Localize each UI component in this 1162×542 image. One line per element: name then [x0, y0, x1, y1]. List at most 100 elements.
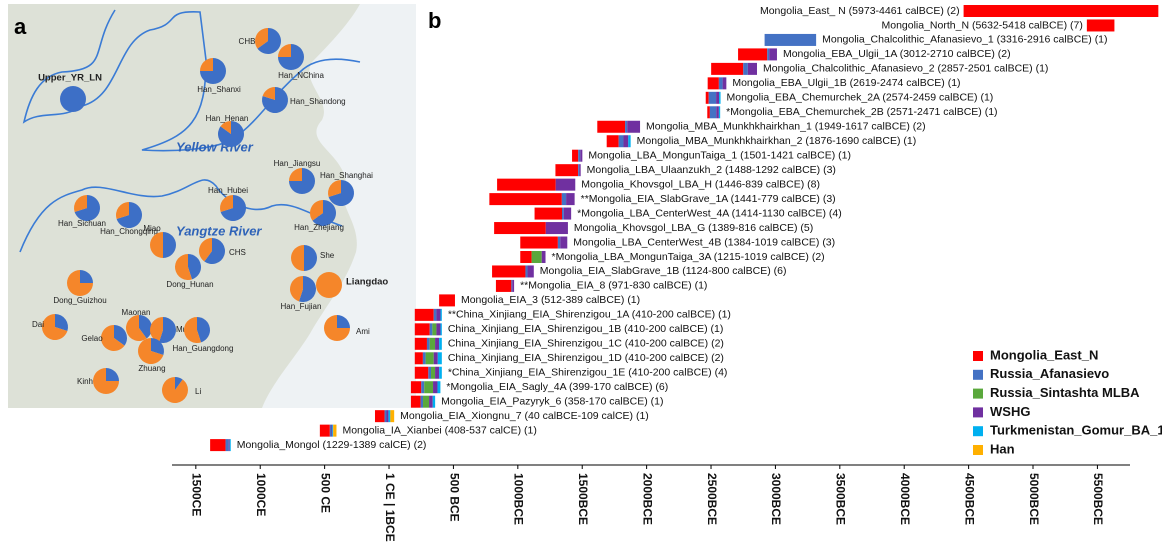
- bar-segment: [578, 150, 580, 162]
- x-tick-label: 500 CE: [318, 473, 332, 513]
- bar-segment: [226, 439, 229, 451]
- row-label: **China_Xinjiang_EIA_Shirenzigou_1A (410…: [448, 309, 731, 321]
- pie-label: CHB: [239, 37, 256, 46]
- figure: Yellow River Yangtze River a b Upper_YR_…: [0, 0, 1162, 542]
- bar-segment: [431, 367, 435, 379]
- x-tick-label: 3000BCE: [769, 473, 783, 525]
- bar-segment: [415, 367, 429, 379]
- bar-segment: [512, 280, 514, 292]
- bar-segment: [625, 121, 627, 133]
- bar-segment: [566, 193, 575, 205]
- bar-segment: [572, 150, 578, 162]
- bar-segment: [421, 396, 423, 408]
- pie-label: Han_Sichuan: [58, 219, 106, 228]
- bar-segment: [511, 280, 512, 292]
- row-label: *China_Xinjiang_EIA_Shirenzigou_1E (410-…: [448, 367, 728, 379]
- pie-label: Han_Jiangsu: [274, 159, 321, 168]
- x-tick-label: 500 BCE: [447, 473, 461, 522]
- pie-label: Dong_Guizhou: [53, 296, 106, 305]
- bar-segment: [390, 410, 394, 422]
- panel-label: b: [428, 8, 441, 33]
- bar-segment: [433, 381, 437, 393]
- bar-segment: [525, 265, 527, 277]
- bar-segment: [330, 425, 332, 437]
- bar-segment: [332, 425, 333, 437]
- x-tick-label: 5000BCE: [1027, 473, 1041, 525]
- bar-segment: [436, 309, 440, 321]
- row-label: Mongolia_LBA_MongunTaiga_1 (1501-1421 ca…: [588, 149, 851, 161]
- bar-segment: [492, 265, 525, 277]
- row-label: Mongolia_MBA_Munkhkhairkhan_2 (1876-1690…: [637, 135, 917, 147]
- pie-label: She: [320, 251, 335, 260]
- bar-segment: [489, 193, 561, 205]
- bar-segment: [415, 323, 430, 335]
- x-tick-label: 1500CE: [190, 473, 204, 516]
- x-tick-label: 2000BCE: [640, 473, 654, 525]
- bar-segment: [434, 352, 438, 364]
- row-label: Mongolia_Mongol (1229-1389 calCE) (2): [237, 439, 427, 451]
- bar-segment: [433, 396, 435, 408]
- bar-segment: [535, 208, 562, 220]
- river-label: Yangtze River: [176, 223, 262, 238]
- pie-label: Han_Hubei: [208, 186, 248, 195]
- bar-segment: [439, 294, 455, 306]
- pie-slice: [316, 272, 342, 298]
- row-label: Mongolia_EIA_Xiongnu_7 (40 calBCE-109 ca…: [400, 410, 649, 422]
- row-label: Mongolia_East_ N (5973-4461 calBCE) (2): [760, 5, 960, 17]
- bar-segment: [424, 381, 433, 393]
- bar-segment: [333, 425, 336, 437]
- legend-swatch: [973, 407, 983, 417]
- x-tick-label: 1500BCE: [576, 473, 590, 525]
- row-label: China_Xinjiang_EIA_Shirenzigou_1D (410-2…: [448, 352, 724, 364]
- x-tick-label: 2500BCE: [705, 473, 719, 525]
- bar-segment: [623, 135, 628, 147]
- bar-segment: [706, 92, 709, 104]
- bar-segment: [435, 338, 439, 350]
- bar-segment: [421, 381, 424, 393]
- x-tick-label: 5500BCE: [1091, 473, 1105, 525]
- bar-segment: [542, 251, 546, 263]
- row-label: Mongolia_Khovsgol_LBA_G (1389-816 calBCE…: [574, 222, 813, 234]
- bar-segment: [562, 208, 564, 220]
- bar-segment: [427, 338, 430, 350]
- legend-label: Mongolia_East_N: [990, 347, 1098, 362]
- pie-label: Zhuang: [138, 364, 165, 373]
- bar-segment: [432, 323, 436, 335]
- bar-segment: [532, 251, 542, 263]
- bar-segment: [607, 135, 619, 147]
- bar-segment: [496, 280, 511, 292]
- bar-segment: [769, 48, 777, 60]
- bar-segment: [562, 193, 566, 205]
- bar-segment: [494, 222, 546, 234]
- pie-label: Maonan: [122, 308, 151, 317]
- bar-segment: [579, 164, 580, 176]
- pie-label: Han_Guangdong: [173, 344, 234, 353]
- bar-segment: [710, 106, 716, 118]
- bar-segment: [580, 150, 582, 162]
- bar-segment: [723, 77, 727, 89]
- legend-swatch: [973, 445, 983, 455]
- legend-swatch: [973, 389, 983, 399]
- bar-segment: [748, 63, 757, 75]
- bar-segment: [628, 135, 630, 147]
- legend-label: Russia_Sintashta MLBA: [990, 385, 1140, 400]
- row-label: Mongolia_EIA_3 (512-389 calBCE) (1): [461, 294, 640, 306]
- row-label: Mongolia_Khovsgol_LBA_H (1446-839 calBCE…: [581, 178, 820, 190]
- row-label: Mongolia_LBA_CenterWest_4B (1384-1019 ca…: [573, 236, 835, 248]
- pie-label: Han_Shanghai: [320, 171, 373, 180]
- bar-segment: [423, 396, 429, 408]
- bar-segment: [230, 439, 231, 451]
- bar-segment: [426, 352, 434, 364]
- pie-label: Li: [195, 387, 201, 396]
- bar-segment: [528, 265, 534, 277]
- bar-segment: [439, 367, 442, 379]
- row-label: Mongolia_North_N (5632-5418 calBCE) (7): [881, 19, 1082, 31]
- pie-label: Ami: [356, 327, 370, 336]
- pie-label: Kinh: [77, 377, 93, 386]
- pie-label: Gelao: [81, 334, 103, 343]
- legend-label: Russia_Afanasievo: [990, 366, 1109, 381]
- row-label: China_Xinjiang_EIA_Shirenzigou_1B (410-2…: [448, 323, 723, 335]
- pie-slice: [162, 377, 188, 403]
- pie-label: Liangdao: [346, 277, 388, 288]
- bar-segment: [430, 338, 435, 350]
